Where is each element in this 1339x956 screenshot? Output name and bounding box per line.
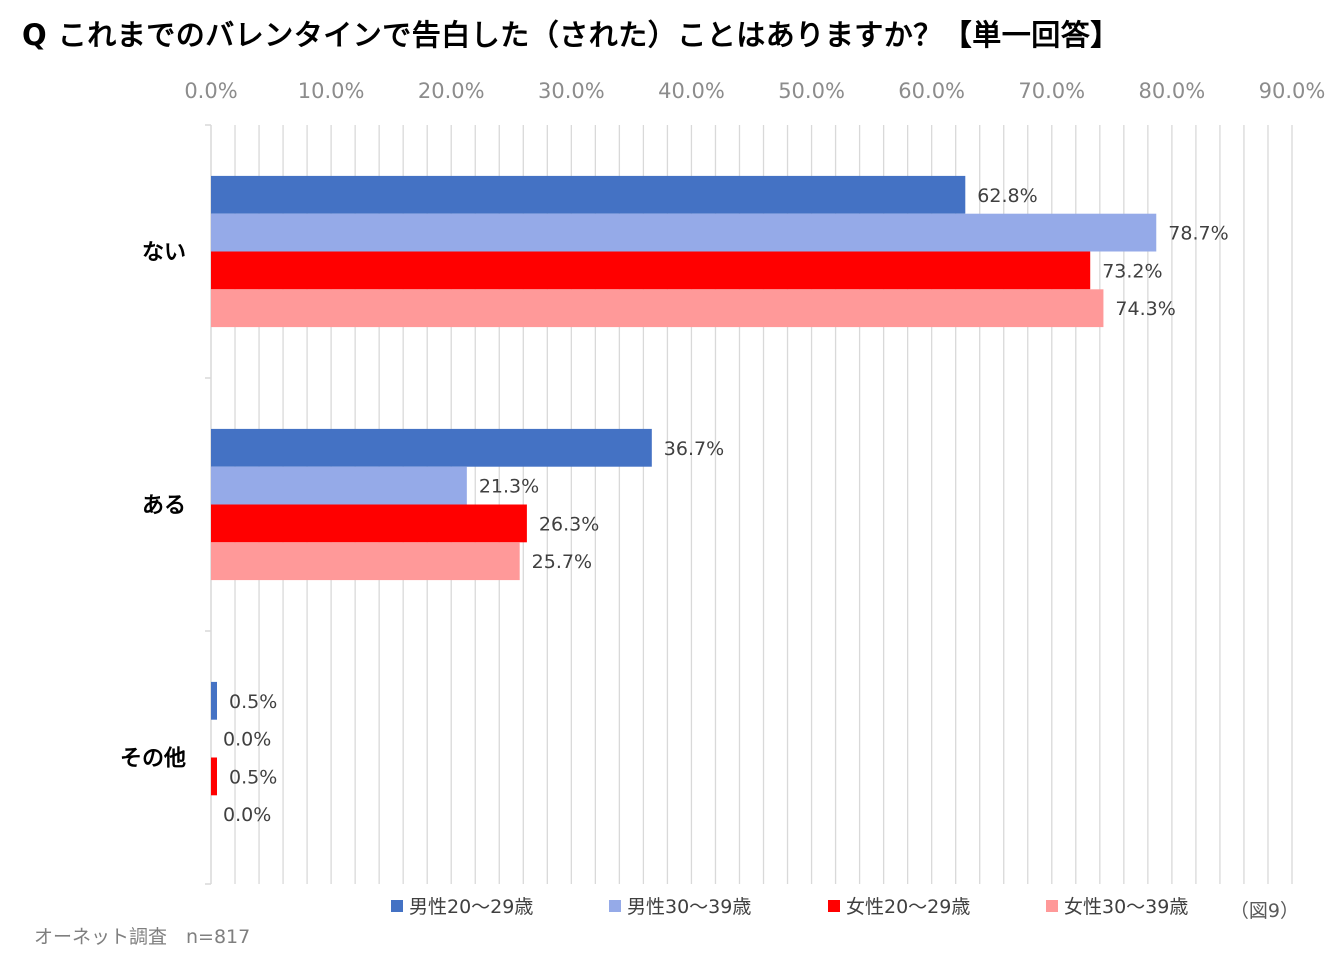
bar-value-label: 0.5% <box>229 691 277 713</box>
legend-swatch <box>609 900 621 912</box>
bar <box>211 289 1104 328</box>
x-tick-label: 10.0% <box>298 79 365 103</box>
legend-item: 女性30～39歳 <box>1046 896 1188 918</box>
bars <box>211 175 1157 796</box>
legend-label: 女性30～39歳 <box>1064 896 1188 918</box>
bar-value-label: 36.7% <box>664 438 724 460</box>
legend-item: 女性20～29歳 <box>828 896 970 918</box>
bar-value-label: 73.2% <box>1102 260 1162 282</box>
bar-value-label: 0.0% <box>223 729 271 751</box>
x-tick-label: 30.0% <box>538 79 605 103</box>
bar-value-label: 74.3% <box>1115 298 1175 320</box>
bar <box>211 681 218 720</box>
bar-value-label: 21.3% <box>479 476 539 498</box>
x-tick-label: 70.0% <box>1018 79 1085 103</box>
bar <box>211 504 527 543</box>
bar <box>211 757 218 796</box>
legend-label: 女性20～29歳 <box>846 896 970 918</box>
bar-value-label: 26.3% <box>539 513 599 535</box>
bar <box>211 251 1091 290</box>
category-label: ない <box>142 241 186 266</box>
x-tick-label: 20.0% <box>418 79 485 103</box>
bar-value-label: 78.7% <box>1168 223 1228 245</box>
source-note: オーネット調査 n=817 <box>34 926 251 948</box>
bar-value-label: 0.0% <box>223 804 271 826</box>
bar <box>211 466 467 505</box>
x-tick-labels: 0.0% 10.0% 20.0% 30.0% 40.0% 50.0% 60.0% 70.0% 8… <box>184 79 1325 103</box>
x-tick-label: 40.0% <box>658 79 725 103</box>
bar-value-label: 62.8% <box>977 185 1037 207</box>
bar-value-label: 0.5% <box>229 766 277 788</box>
legend: 男性20～29歳 男性30～39歳 女性20～29歳 女性30～39歳 <box>391 896 1188 918</box>
chart-title: Q これまでのバレンタインで告白した（された）ことはありますか？【単一回答】 <box>22 18 1120 52</box>
x-tick-label: 80.0% <box>1139 79 1206 103</box>
legend-swatch <box>1046 900 1058 912</box>
bar-value-label: 25.7% <box>532 551 592 573</box>
legend-label: 男性20～29歳 <box>409 896 533 918</box>
x-tick-label: 90.0% <box>1259 79 1326 103</box>
legend-swatch <box>391 900 403 912</box>
legend-swatch <box>828 900 840 912</box>
bar <box>211 213 1157 252</box>
legend-item: 男性30～39歳 <box>609 896 751 918</box>
category-label: その他 <box>120 747 186 772</box>
x-tick-label: 60.0% <box>898 79 965 103</box>
value-labels: 62.8% 78.7% 73.2% 74.3% 36.7% 21.3%26.3% 25.7%… <box>223 185 1229 826</box>
figure-label: （図9） <box>1229 900 1299 922</box>
bar <box>211 175 966 214</box>
legend-label: 男性30～39歳 <box>627 896 751 918</box>
category-label: ある <box>142 494 186 519</box>
bar <box>211 428 652 467</box>
legend-item: 男性20～29歳 <box>391 896 533 918</box>
x-tick-label: 0.0% <box>184 79 237 103</box>
bar <box>211 542 520 581</box>
category-axis <box>205 124 212 885</box>
x-tick-label: 50.0% <box>778 79 845 103</box>
